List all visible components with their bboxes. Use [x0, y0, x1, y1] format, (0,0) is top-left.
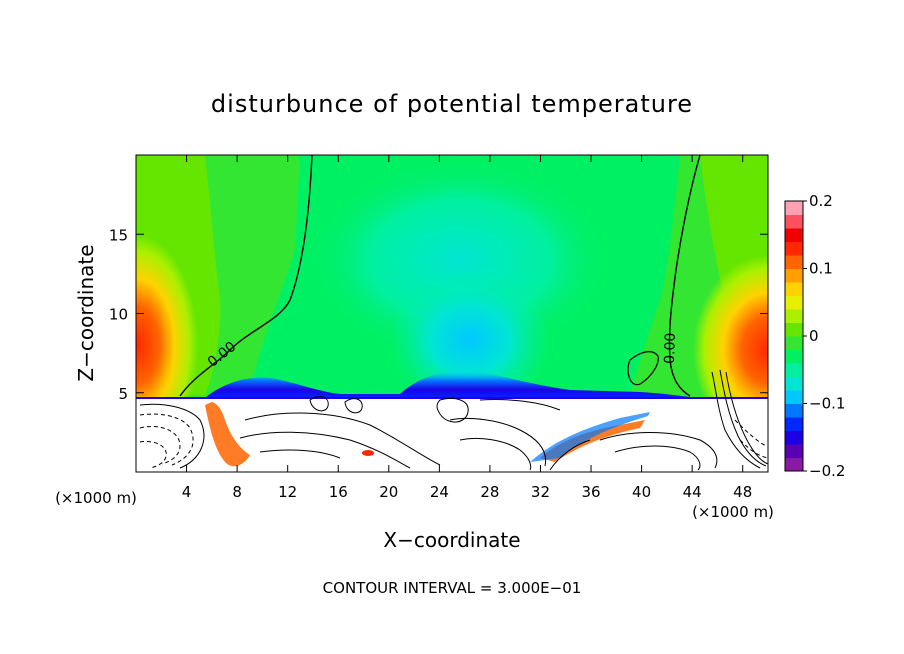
y-axis-label: Z−coordinate: [74, 244, 98, 381]
y-axis-ticks: 5 10 15: [109, 226, 768, 403]
contour-zero-right: [668, 155, 701, 397]
colorbar: [784, 200, 804, 472]
colorbar-segment: [785, 457, 803, 472]
plot-area: [136, 155, 768, 472]
colorbar-segment: [785, 268, 803, 283]
colorbar-segment: [785, 430, 803, 445]
colorbar-segment: [785, 255, 803, 269]
colorbar-segment: [785, 282, 803, 296]
x-tick-label: 12: [278, 483, 297, 501]
colorbar-tick-label: −0.2: [809, 462, 845, 480]
colorbar-segment: [785, 295, 803, 310]
colorbar-segment: [785, 201, 803, 215]
colorbar-segment: [785, 228, 803, 242]
field-spot-red: [362, 450, 374, 456]
colorbar-ticks: 0.2 0.1 0 −0.1 −0.2: [803, 192, 845, 480]
field-region-lower-white: [136, 398, 768, 472]
contour-zero-left: [179, 155, 313, 397]
colorbar-segment: [785, 241, 803, 256]
field-region-blue-strip: [205, 370, 700, 398]
x-tick-label: 16: [329, 483, 348, 501]
colorbar-tick-label: 0.1: [809, 260, 833, 278]
y-tick-label: 10: [109, 306, 128, 324]
x-axis-ticks: 4 8 12 16 20 24 28 32 36 40 44 48: [182, 155, 752, 501]
colorbar-segment: [785, 376, 803, 391]
x-tick-label: 28: [480, 483, 499, 501]
contour-closed-right: [627, 351, 659, 386]
x-tick-label: 4: [182, 483, 192, 501]
x-axis-unit-left: (×1000 m): [55, 489, 137, 507]
x-tick-label: 44: [683, 483, 702, 501]
y-tick-label: 15: [109, 226, 128, 244]
field-region-cyan-lower: [390, 270, 550, 410]
x-tick-label: 40: [632, 483, 651, 501]
colorbar-segment: [785, 214, 803, 229]
colorbar-segment: [785, 444, 803, 458]
x-tick-label: 8: [232, 483, 242, 501]
colorbar-segment: [785, 322, 803, 337]
x-axis-unit-right: (×1000 m): [692, 503, 774, 521]
field-band-lower-left: [205, 402, 250, 467]
x-tick-label: 36: [581, 483, 600, 501]
x-tick-label: 32: [531, 483, 550, 501]
chart-title: disturbunce of potential temperature: [211, 90, 693, 118]
colorbar-tick-label: 0.2: [809, 192, 833, 210]
contour-interval-text: CONTOUR INTERVAL = 3.000E−01: [323, 579, 582, 597]
y-tick-label: 5: [118, 385, 128, 403]
colorbar-tick-label: 0: [809, 327, 819, 345]
colorbar-segment: [785, 363, 803, 377]
x-tick-label: 48: [733, 483, 752, 501]
colorbar-segment: [785, 403, 803, 418]
field-band-lower-blue: [530, 412, 650, 462]
colorbar-segment: [785, 349, 803, 364]
colorbar-segment: [785, 417, 803, 431]
colorbar-segment: [785, 309, 803, 323]
x-tick-label: 20: [379, 483, 398, 501]
lower-contours: [139, 369, 768, 471]
colorbar-tick-label: −0.1: [809, 395, 845, 413]
contour-label: 0.00: [662, 332, 679, 364]
colorbar-segment: [785, 336, 803, 350]
colorbar-segment: [785, 390, 803, 404]
x-axis-label: X−coordinate: [383, 528, 520, 552]
x-tick-label: 24: [430, 483, 449, 501]
